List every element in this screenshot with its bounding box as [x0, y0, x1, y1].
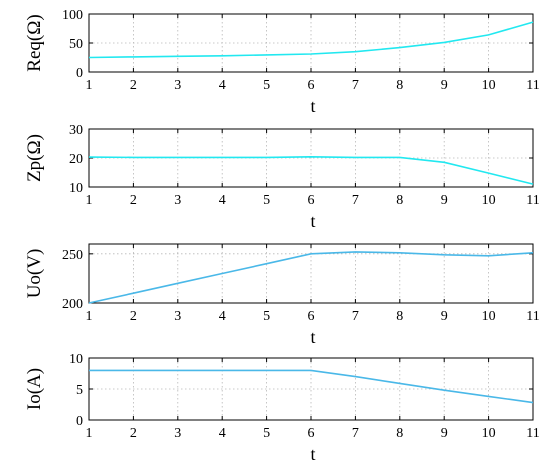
x-tick-label: 7: [352, 309, 359, 324]
chart-panel-1: 1 2 3 4 5 6 7 8 9 10 11 0 50 100 t Req(Ω): [24, 8, 540, 116]
x-axis-label: t: [310, 96, 315, 116]
x-tick-label: 7: [352, 426, 359, 441]
chart-panel-2: 1 2 3 4 5 6 7 8 9 10 11 10 20 30 t Zp(Ω): [24, 123, 540, 231]
x-tick-label: 4: [219, 426, 226, 441]
x-tick-label: 11: [526, 309, 539, 324]
chart-panel-4: 1 2 3 4 5 6 7 8 9 10 11 0 5 10 t Io(A): [24, 352, 540, 464]
x-tick-label: 2: [130, 78, 137, 93]
x-tick-label: 5: [263, 193, 270, 208]
y-axis-label: Io(A): [24, 368, 45, 410]
x-tick-label: 1: [86, 426, 93, 441]
x-tick-label: 3: [174, 193, 181, 208]
plot-frame: [88, 128, 534, 188]
x-tick-label: 6: [308, 426, 315, 441]
x-tick-label: 9: [441, 193, 448, 208]
x-tick-label: 5: [263, 309, 270, 324]
y-axis-label: Uo(V): [24, 249, 45, 299]
x-tick-label: 8: [396, 426, 403, 441]
x-tick-label: 10: [482, 309, 496, 324]
x-tick-label: 5: [263, 426, 270, 441]
x-tick-label: 10: [482, 193, 496, 208]
x-tick-label: 7: [352, 78, 359, 93]
y-axis-label: Req(Ω): [24, 14, 45, 71]
x-tick-label: 4: [219, 78, 226, 93]
x-tick-label: 2: [130, 193, 137, 208]
x-tick-label: 11: [526, 193, 539, 208]
x-tick-label: 9: [441, 426, 448, 441]
y-tick-label: 250: [62, 248, 83, 263]
x-axis-label: t: [310, 211, 315, 231]
x-tick-label: 7: [352, 193, 359, 208]
plot-frame: [88, 243, 534, 304]
x-tick-label: 6: [308, 78, 315, 93]
y-tick-label: 5: [76, 383, 83, 398]
x-tick-label: 4: [219, 309, 226, 324]
series-line: [88, 251, 534, 304]
plot-frame: [88, 357, 534, 421]
x-tick-label: 2: [130, 309, 137, 324]
y-tick-label: 100: [62, 8, 83, 23]
x-tick-label: 8: [396, 78, 403, 93]
y-tick-label: 200: [62, 297, 83, 312]
x-tick-label: 6: [308, 193, 315, 208]
x-tick-label: 3: [174, 78, 181, 93]
x-tick-label: 5: [263, 78, 270, 93]
plot-frame: [88, 13, 534, 73]
x-tick-label: 3: [174, 309, 181, 324]
x-tick-label: 4: [219, 193, 226, 208]
x-tick-label: 1: [86, 193, 93, 208]
x-axis-label: t: [310, 444, 315, 464]
x-tick-label: 2: [130, 426, 137, 441]
x-tick-label: 9: [441, 78, 448, 93]
y-tick-label: 30: [69, 123, 83, 138]
x-tick-label: 10: [482, 426, 496, 441]
series-line: [88, 21, 534, 59]
x-tick-label: 11: [526, 78, 539, 93]
x-tick-label: 8: [396, 193, 403, 208]
y-tick-label: 0: [76, 66, 83, 81]
x-tick-label: 8: [396, 309, 403, 324]
y-tick-label: 20: [69, 152, 83, 167]
y-axis-label: Zp(Ω): [24, 134, 45, 182]
y-tick-label: 0: [76, 414, 83, 429]
x-tick-label: 3: [174, 426, 181, 441]
chart-panel-3: 1 2 3 4 5 6 7 8 9 10 11 200 250 t Uo(V): [24, 243, 540, 347]
series-line: [88, 155, 534, 185]
y-tick-label: 10: [69, 352, 83, 367]
x-axis-label: t: [310, 327, 315, 347]
x-tick-label: 1: [86, 309, 93, 324]
y-tick-label: 10: [69, 181, 83, 196]
x-tick-label: 1: [86, 78, 93, 93]
x-tick-label: 11: [526, 426, 539, 441]
x-tick-label: 10: [482, 78, 496, 93]
x-tick-label: 6: [308, 309, 315, 324]
x-tick-label: 9: [441, 309, 448, 324]
y-tick-label: 50: [69, 37, 83, 52]
